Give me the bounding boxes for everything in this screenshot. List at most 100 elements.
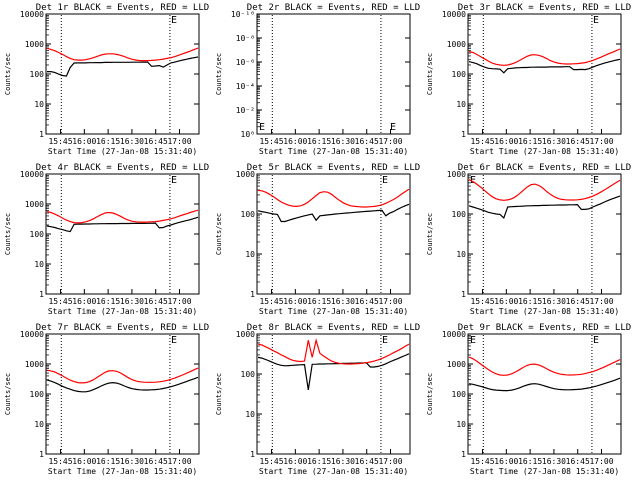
- panel-title: Det 2r BLACK = Events, RED = LLD: [247, 3, 420, 13]
- events-rate-line: [257, 353, 410, 390]
- plot-frame: [467, 173, 622, 295]
- x-tick-label: 16:00: [283, 457, 307, 466]
- y-axis-label: Counts/sec: [215, 373, 223, 415]
- x-tick-label: 16:30: [120, 297, 144, 306]
- y-tick-label: 1: [461, 130, 466, 139]
- x-tick-label: 17:00: [589, 457, 613, 466]
- events-rate-line: [468, 377, 621, 392]
- e-marker: E: [171, 335, 177, 346]
- x-tick-label: 15:45: [48, 297, 72, 306]
- x-tick-label: 16:15: [307, 137, 331, 146]
- y-axis-label: Counts/sec: [426, 213, 434, 255]
- panel-det-3: Det 3r BLACK = Events, RED = LLD 1 10 100 10…: [426, 3, 631, 156]
- x-tick-label: 16:45: [566, 457, 590, 466]
- e-marker: E: [171, 175, 177, 186]
- x-tick-label: 16:30: [542, 457, 566, 466]
- panel-title: Det 6r BLACK = Events, RED = LLD: [458, 163, 631, 173]
- y-tick-label: 1000: [25, 360, 44, 369]
- panel-det-2: Det 2r BLACK = Events, RED = LLD 10⁰ 10⁻² 1…: [215, 3, 420, 156]
- e-marker: E: [470, 335, 476, 346]
- panel-title: Det 1r BLACK = Events, RED = LLD: [36, 3, 209, 13]
- x-tick-label: 17:00: [589, 137, 613, 146]
- panel-det-6: Det 6r BLACK = Events, RED = LLD 1 10 100 10…: [426, 163, 631, 316]
- plot-frame: [256, 333, 411, 455]
- x-tick-label: 15:45: [259, 297, 283, 306]
- panel-det-8: Det 8r BLACK = Events, RED = LLD 1 10 100 10…: [215, 323, 420, 476]
- x-tick-label: 16:45: [566, 297, 590, 306]
- e-marker: E: [259, 122, 265, 133]
- e-marker: E: [593, 15, 599, 26]
- x-tick-label: 16:15: [518, 457, 542, 466]
- x-axis-label: Start Time (27-Jan-08 15:31:40): [470, 467, 619, 476]
- y-tick-label: 100: [452, 390, 467, 399]
- y-tick-label: 10: [34, 100, 44, 109]
- y-tick-label: 1: [461, 450, 466, 459]
- e-marker: E: [593, 335, 599, 346]
- events-rate-line: [468, 195, 621, 219]
- y-tick-label: 10000: [20, 10, 44, 19]
- x-axis-label: Start Time (27-Jan-08 15:31:40): [48, 147, 197, 156]
- x-tick-label: 15:45: [48, 457, 72, 466]
- x-tick-label: 16:15: [96, 457, 120, 466]
- x-tick-label: 17:00: [378, 137, 402, 146]
- panel-det-4: Det 4r BLACK = Events, RED = LLD 1 10 100 10…: [4, 163, 209, 316]
- y-tick-label: 100: [241, 370, 256, 379]
- x-tick-label: 17:00: [378, 457, 402, 466]
- x-tick-label: 15:45: [470, 457, 494, 466]
- y-tick-label: 100: [452, 70, 467, 79]
- x-axis-label: Start Time (27-Jan-08 15:31:40): [259, 147, 408, 156]
- y-tick-label: 1000: [447, 170, 466, 179]
- y-tick-label: 10: [456, 100, 466, 109]
- lld-rate-line: [468, 48, 621, 66]
- lld-rate-line: [257, 338, 410, 365]
- x-tick-label: 17:00: [589, 297, 613, 306]
- lld-rate-line: [46, 47, 199, 62]
- events-rate-line: [47, 56, 199, 77]
- panel-title: Det 3r BLACK = Events, RED = LLD: [458, 3, 631, 13]
- y-tick-label: 100: [452, 210, 467, 219]
- y-tick-label: 10⁰: [241, 130, 255, 139]
- e-marker: E: [382, 175, 388, 186]
- panel-title: Det 7r BLACK = Events, RED = LLD: [36, 323, 209, 333]
- x-tick-label: 15:45: [48, 137, 72, 146]
- plot-frame: [256, 13, 411, 135]
- x-tick-label: 16:00: [494, 297, 518, 306]
- x-tick-label: 16:30: [331, 297, 355, 306]
- panel-det-7: Det 7r BLACK = Events, RED = LLD 1 10 100 10…: [4, 323, 209, 476]
- events-rate-line: [46, 216, 199, 233]
- x-tick-label: 17:00: [167, 457, 191, 466]
- x-tick-label: 16:45: [566, 137, 590, 146]
- y-tick-label: 100: [241, 210, 256, 219]
- y-tick-label: 10⁻⁸: [236, 34, 255, 43]
- y-tick-label: 100: [30, 70, 45, 79]
- x-tick-label: 16:45: [144, 297, 168, 306]
- y-tick-label: 10⁻⁴: [236, 82, 255, 91]
- panel-title: Det 5r BLACK = Events, RED = LLD: [247, 163, 420, 173]
- y-tick-label: 1000: [25, 40, 44, 49]
- lld-rate-line: [46, 367, 199, 384]
- y-tick-label: 10: [245, 410, 255, 419]
- y-tick-label: 1000: [25, 200, 44, 209]
- y-tick-label: 10: [34, 260, 44, 269]
- events-rate-line: [257, 203, 410, 223]
- y-tick-label: 1: [250, 450, 255, 459]
- y-axis-label: Counts/sec: [215, 213, 223, 255]
- y-tick-label: 1000: [447, 40, 466, 49]
- x-tick-label: 16:00: [72, 137, 96, 146]
- x-tick-label: 16:30: [542, 297, 566, 306]
- y-tick-label: 10000: [20, 170, 44, 179]
- x-tick-label: 16:15: [307, 297, 331, 306]
- y-tick-label: 10: [456, 420, 466, 429]
- x-axis-label: Start Time (27-Jan-08 15:31:40): [259, 467, 408, 476]
- x-tick-label: 15:45: [470, 137, 494, 146]
- x-tick-label: 16:00: [72, 457, 96, 466]
- panel-det-9: Det 9r BLACK = Events, RED = LLD 1 10 100 10…: [426, 323, 631, 476]
- x-axis-label: Start Time (27-Jan-08 15:31:40): [470, 147, 619, 156]
- y-tick-label: 100: [30, 230, 45, 239]
- x-tick-label: 16:00: [494, 457, 518, 466]
- x-tick-label: 16:00: [283, 137, 307, 146]
- y-tick-label: 100: [30, 390, 45, 399]
- x-axis-label: Start Time (27-Jan-08 15:31:40): [48, 307, 197, 316]
- x-tick-label: 15:45: [259, 137, 283, 146]
